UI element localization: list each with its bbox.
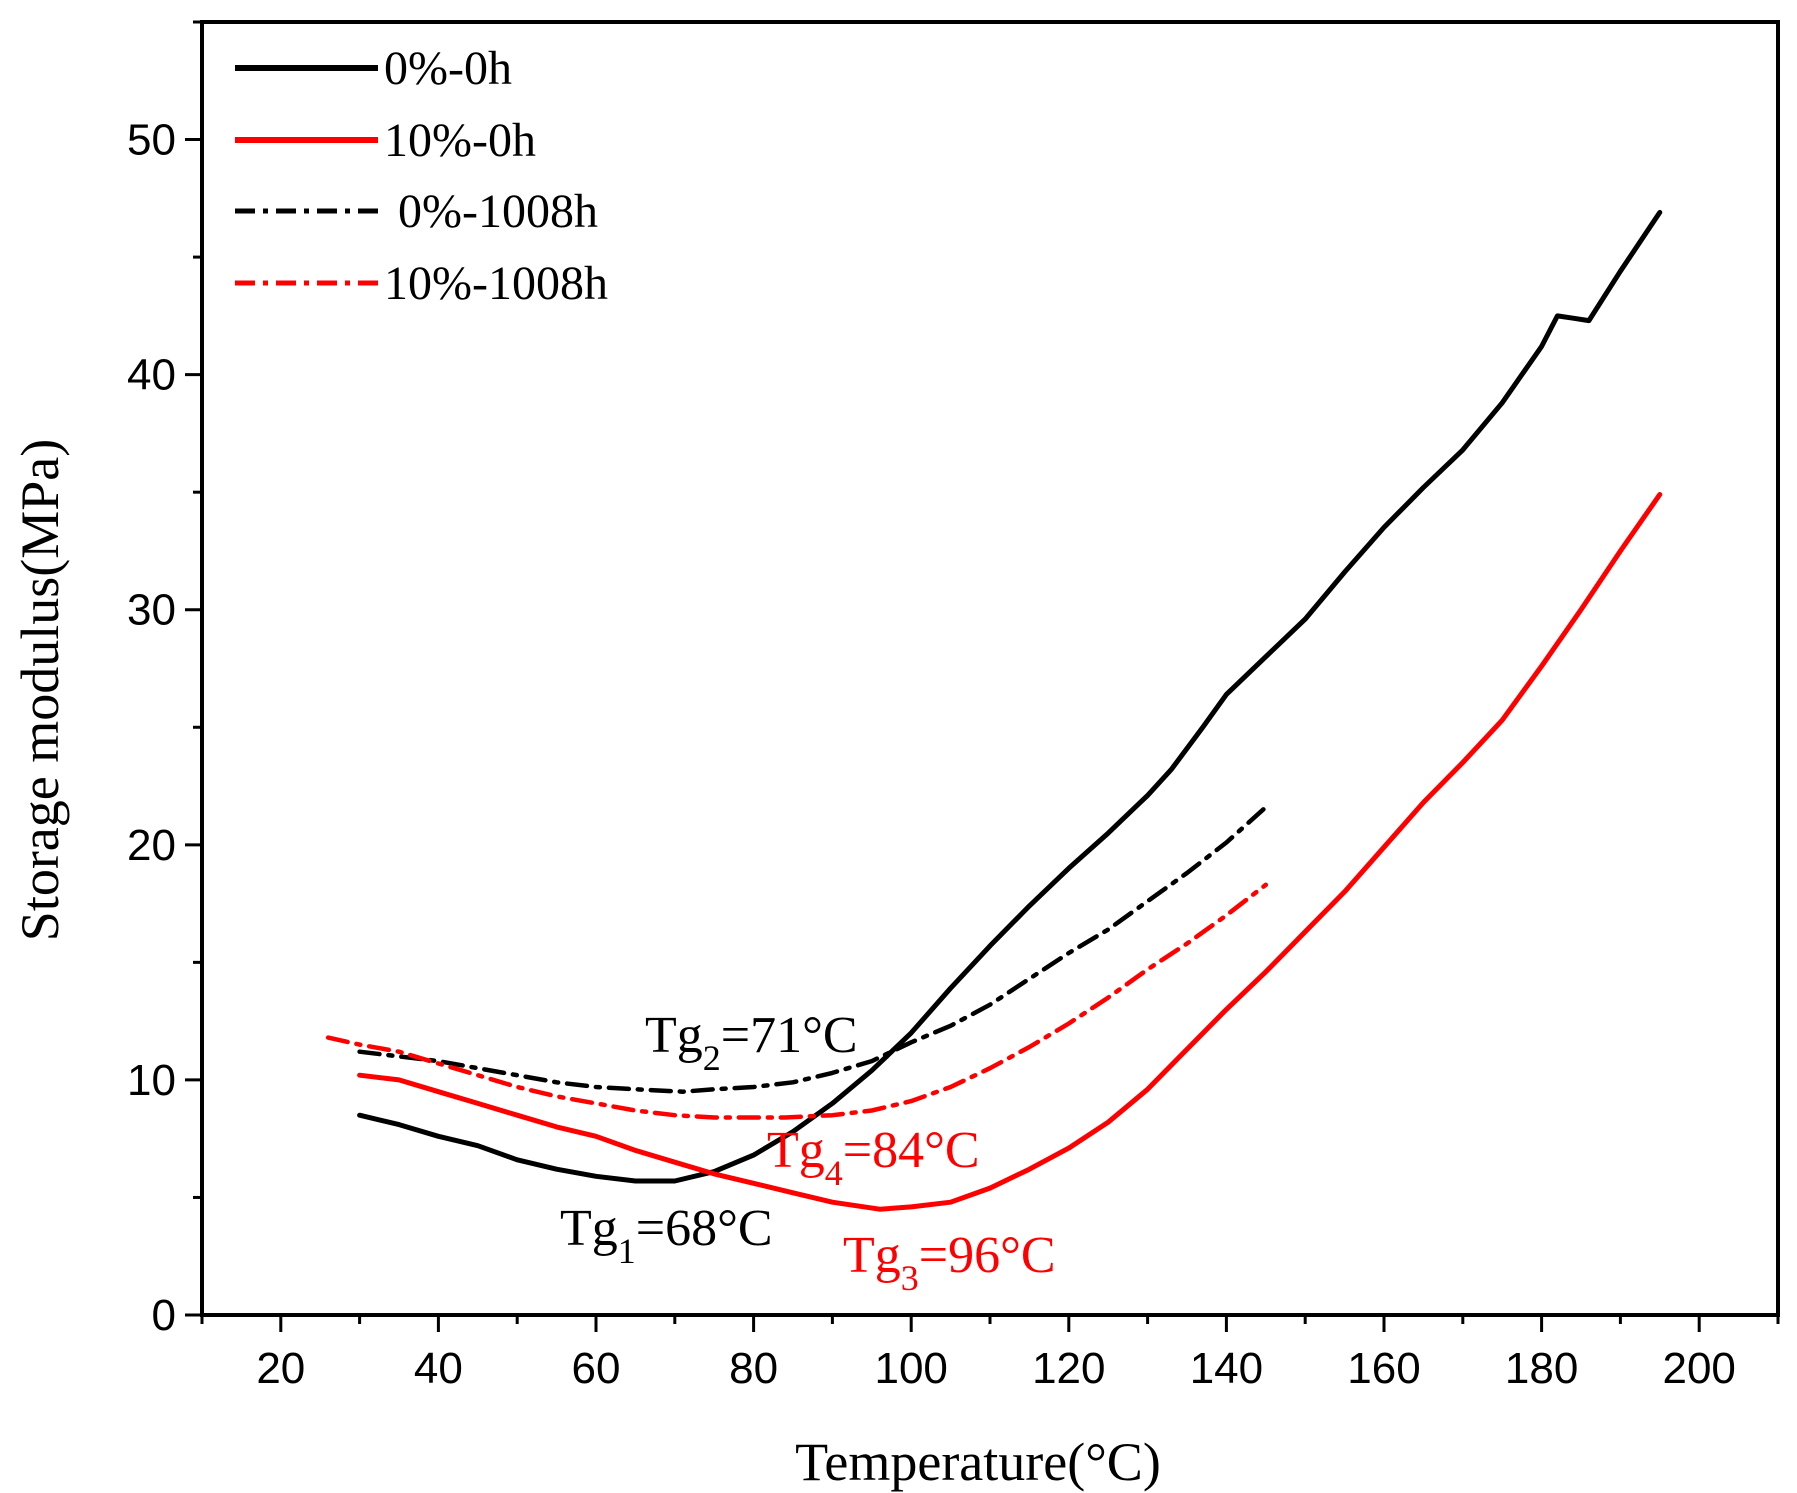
series-line-10-0h (357, 492, 1663, 1212)
x-tick-label: 60 (572, 1344, 621, 1393)
y-tick-label: 50 (127, 116, 176, 165)
plot-frame (200, 20, 1780, 1317)
legend-label-10-1008h: 10%-1008h (384, 257, 608, 310)
x-tick-label: 200 (1662, 1344, 1735, 1393)
legend-label-0-1008h: 0%-1008h (398, 185, 598, 238)
legend-label-0-0h: 0%-0h (384, 42, 512, 95)
plot-series (325, 209, 1663, 1212)
annotation-tg4: Tg4=84°C (767, 1122, 980, 1193)
annotation-tg3: Tg3=96°C (843, 1227, 1056, 1298)
y-tick-label: 10 (127, 1056, 176, 1105)
annotation-tg1-base: Tg (560, 1200, 618, 1257)
annotation-tg1-sub: 1 (618, 1231, 636, 1271)
annotation-tg1: Tg1=68°C (560, 1200, 773, 1271)
annotation-tg4-sub: 4 (825, 1153, 843, 1193)
legend: 0%-0h 10%-0h 0%-1008h 10%-1008h (235, 42, 608, 310)
x-tick-label: 160 (1347, 1344, 1420, 1393)
y-tick-label: 30 (127, 586, 176, 635)
annotation-tg3-sub: 3 (901, 1258, 919, 1298)
y-axis-title: Storage modulus(MPa) (10, 439, 70, 941)
annotation-tg4-value: =84°C (843, 1122, 980, 1179)
y-tick-label: 20 (127, 821, 176, 870)
series-line-10-1008h (325, 882, 1269, 1120)
annotation-tg3-value: =96°C (919, 1227, 1056, 1284)
y-tick-label: 40 (127, 351, 176, 400)
x-tick-label: 180 (1505, 1344, 1578, 1393)
annotation-tg2-sub: 2 (703, 1038, 721, 1078)
annotation-tg2-base: Tg (645, 1007, 703, 1064)
x-tick-label: 40 (414, 1344, 463, 1393)
annotation-tg2: Tg2=71°C (645, 1007, 858, 1078)
x-tick-label: 100 (874, 1344, 947, 1393)
annotation-tg2-value: =71°C (721, 1007, 858, 1064)
x-axis-title: Temperature(°C) (795, 1432, 1161, 1492)
series-line-0-1008h (357, 804, 1269, 1094)
x-tick-label: 120 (1032, 1344, 1105, 1393)
x-axis-ticks: 20 40 60 80 100 120 140 160 180 200 (256, 1315, 1736, 1393)
legend-label-10-0h: 10%-0h (384, 114, 536, 167)
x-tick-label: 80 (729, 1344, 778, 1393)
series-line-0-0h (357, 209, 1663, 1184)
y-tick-label: 0 (152, 1291, 176, 1340)
annotation-tg4-base: Tg (767, 1122, 825, 1179)
y-axis-ticks: 0 10 20 30 40 50 (127, 116, 202, 1340)
annotation-tg3-base: Tg (843, 1227, 901, 1284)
x-tick-label: 20 (256, 1344, 305, 1393)
annotation-tg1-value: =68°C (636, 1200, 773, 1257)
x-tick-label: 140 (1190, 1344, 1263, 1393)
